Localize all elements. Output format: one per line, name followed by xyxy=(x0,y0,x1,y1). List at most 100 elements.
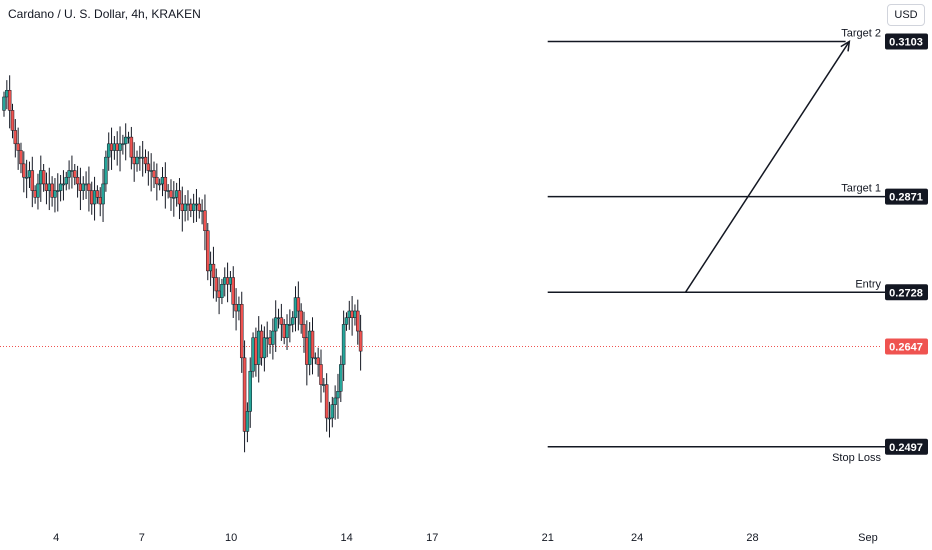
arrow-head xyxy=(840,40,851,52)
candle xyxy=(10,103,15,139)
candle-body xyxy=(78,183,83,191)
candle xyxy=(61,170,66,201)
projection-arrow xyxy=(684,40,851,293)
candle xyxy=(302,311,306,353)
current-price-bg xyxy=(885,338,928,355)
candle-body xyxy=(248,370,252,412)
candle-body xyxy=(89,190,94,205)
candle-body xyxy=(98,197,102,205)
x-tick-label: 28 xyxy=(746,532,758,544)
candle xyxy=(56,173,60,212)
candle-body xyxy=(279,317,284,325)
candle xyxy=(166,184,170,199)
candle-body xyxy=(121,143,125,146)
current-price-label: 0.2647 xyxy=(889,341,923,353)
candle xyxy=(129,126,134,170)
candle-body xyxy=(81,183,85,191)
candle xyxy=(217,277,221,315)
candle-body xyxy=(180,203,185,211)
candle xyxy=(47,167,52,211)
candle-body xyxy=(39,170,43,185)
candle-body xyxy=(322,384,326,386)
candle xyxy=(220,278,224,305)
candle-body xyxy=(44,183,49,191)
candle xyxy=(70,155,74,189)
candle xyxy=(305,320,309,386)
candle-body xyxy=(285,324,289,339)
candle xyxy=(104,150,108,192)
level-name-label: Stop Loss xyxy=(832,452,881,464)
candle xyxy=(279,303,284,341)
candle xyxy=(106,132,111,171)
level-name-label: Target 1 xyxy=(841,183,881,195)
candle-body xyxy=(10,110,15,131)
candle-body xyxy=(347,310,352,318)
candle-body xyxy=(155,176,159,185)
candle xyxy=(126,131,131,144)
candle-body xyxy=(61,183,66,186)
candle-body xyxy=(87,183,91,191)
candle xyxy=(64,171,69,191)
candle-body xyxy=(228,277,233,285)
candle xyxy=(299,303,303,334)
candle xyxy=(152,161,156,188)
candle xyxy=(239,291,244,373)
candle xyxy=(339,355,343,403)
candle xyxy=(271,318,275,360)
currency-button[interactable]: USD xyxy=(887,4,925,26)
candle-body xyxy=(262,337,267,359)
candle-body xyxy=(183,203,187,211)
candle-body xyxy=(67,170,71,178)
candle xyxy=(194,189,199,222)
candle-body xyxy=(200,210,204,212)
candle xyxy=(208,251,213,286)
candle-body xyxy=(56,190,60,192)
candle xyxy=(7,75,12,129)
candle xyxy=(189,198,193,218)
candle xyxy=(296,281,301,331)
candle-body xyxy=(282,324,286,339)
candle xyxy=(163,162,168,209)
candle xyxy=(327,401,332,438)
candle xyxy=(123,123,128,161)
candle xyxy=(268,330,272,354)
candle-body xyxy=(271,330,275,345)
candle-body xyxy=(350,310,354,318)
candle-body xyxy=(177,190,182,205)
candle-body xyxy=(160,176,165,185)
candle xyxy=(155,163,159,201)
candle-body xyxy=(254,337,258,365)
candle-body xyxy=(242,357,247,432)
candle xyxy=(27,161,32,188)
candle-body xyxy=(299,310,303,325)
candle xyxy=(157,178,162,191)
candle xyxy=(30,156,35,208)
candle-body xyxy=(344,317,349,325)
level-price-bg xyxy=(885,33,928,50)
candle-body xyxy=(58,183,63,191)
candle xyxy=(288,309,292,343)
candle-body xyxy=(302,324,306,339)
candle-body xyxy=(305,337,309,365)
candle-body xyxy=(234,304,238,312)
candle xyxy=(347,300,352,330)
candle-body xyxy=(112,143,117,151)
candle-body xyxy=(84,183,88,186)
candle-body xyxy=(172,197,176,199)
candle-body xyxy=(225,277,230,285)
candle-body xyxy=(290,317,295,325)
candle-body xyxy=(149,170,153,172)
candle xyxy=(265,321,269,358)
candle-body xyxy=(206,230,210,272)
candle xyxy=(75,165,80,198)
candle-body xyxy=(223,277,227,285)
candle xyxy=(118,126,122,172)
candle-body xyxy=(157,183,162,186)
candle-body xyxy=(73,170,77,178)
candle xyxy=(276,308,281,329)
candle-body xyxy=(220,284,224,298)
candle xyxy=(211,246,216,299)
candle xyxy=(115,131,119,166)
candle-body xyxy=(174,190,179,198)
